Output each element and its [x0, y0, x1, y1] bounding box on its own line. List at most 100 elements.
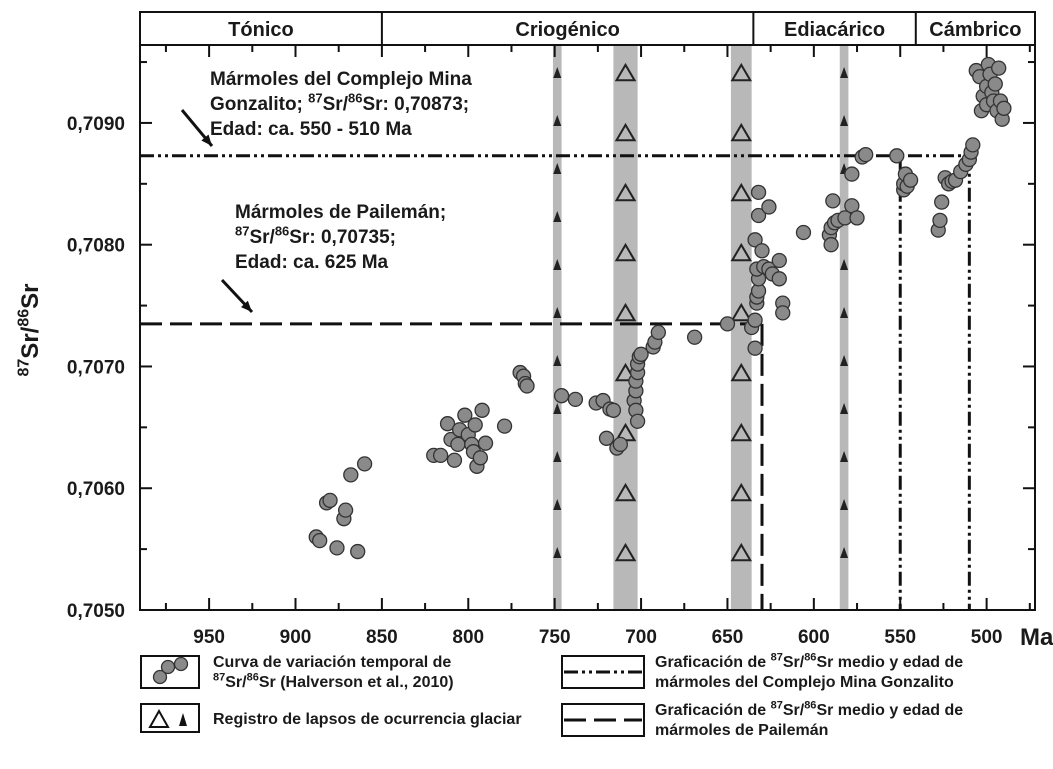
y-tick-label: 0,7050: [67, 601, 125, 622]
data-point: [457, 407, 473, 423]
glacial-marker: [553, 307, 562, 318]
data-point: [686, 329, 703, 345]
glacial-marker: [730, 542, 753, 562]
superscript: 87: [235, 223, 249, 238]
legend-icon: [152, 669, 168, 685]
data-point: [496, 418, 513, 434]
legend-icon: [148, 708, 170, 728]
data-point: [771, 252, 787, 269]
data-point: [996, 100, 1012, 116]
legend-icon-box: [140, 655, 200, 689]
text-part: Sr/: [17, 326, 44, 358]
data-point: [312, 532, 328, 549]
glacial-marker: [553, 403, 562, 414]
glacial-marker: [730, 302, 753, 322]
text-part: Edad: ca. 550 - 510 Ma: [210, 119, 412, 140]
data-point: [329, 540, 345, 556]
data-point: [439, 416, 456, 432]
x-tick-label: 800: [452, 627, 484, 648]
data-point: [932, 212, 948, 228]
data-point: [825, 193, 841, 209]
text-part: Sr: 0,70735;: [289, 227, 396, 248]
text-part: Sr (Halverson et al., 2010): [259, 674, 454, 691]
legend-icon-box: [561, 655, 645, 689]
data-point: [858, 146, 874, 163]
glacial-marker: [840, 547, 849, 558]
data-point: [771, 271, 787, 287]
glacial-marker: [730, 482, 753, 502]
x-tick-label: 850: [366, 627, 398, 648]
glacial-marker: [614, 62, 637, 82]
data-point: [356, 456, 373, 472]
data-point: [750, 207, 767, 224]
text-part: Sr: [17, 284, 44, 309]
text-part: Sr medio y edad de: [816, 654, 963, 671]
data-point: [719, 316, 736, 332]
glacial-marker: [614, 122, 637, 142]
data-point: [795, 224, 812, 241]
glacial-marker: [840, 307, 849, 318]
legend-label: Registro de lapsos de ocurrencia glaciar: [213, 711, 522, 728]
glacial-marker: [614, 182, 637, 202]
glacial-marker: [840, 115, 849, 126]
legend-label: Graficación de 87Sr/86Sr medio y edad de: [655, 652, 963, 671]
text-part: Graficación de: [655, 702, 771, 719]
glacial-marker: [553, 115, 562, 126]
glacial-marker: [553, 211, 562, 222]
data-point: [633, 346, 649, 362]
data-point: [844, 166, 860, 182]
glacial-marker: [730, 122, 753, 142]
glacial-marker: [730, 62, 753, 82]
glacial-marker: [840, 67, 849, 78]
superscript: 86: [15, 309, 32, 327]
text-part: Sr/: [225, 674, 247, 691]
data-point: [889, 148, 905, 164]
data-point: [322, 492, 338, 509]
superscript: 86: [804, 700, 816, 712]
superscript: 87: [213, 672, 225, 684]
glacial-marker: [553, 67, 562, 78]
y-tick-label: 0,7080: [67, 236, 125, 257]
y-tick-label: 0,7070: [67, 357, 125, 378]
data-point: [747, 340, 763, 356]
text-part: Sr/: [323, 94, 349, 115]
superscript: 86: [804, 652, 816, 664]
superscript: 87: [771, 652, 783, 664]
glacial-marker: [840, 259, 849, 270]
text-part: Registro de lapsos de ocurrencia glaciar: [213, 711, 522, 728]
text-part: Sr/: [783, 654, 805, 671]
annotation: 87Sr/86Sr: 0,70735;: [235, 223, 396, 248]
data-point: [747, 232, 763, 248]
text-part: Sr/: [249, 227, 275, 248]
arrow-head: [241, 300, 252, 312]
glacial-band: [552, 45, 562, 610]
period-header: [139, 11, 1036, 46]
data-point: [432, 447, 449, 464]
data-point: [754, 243, 770, 259]
data-point: [519, 378, 535, 394]
data-point: [350, 543, 366, 560]
data-point: [567, 391, 584, 407]
legend-label: Curva de variación temporal de: [213, 654, 451, 671]
glacial-marker: [730, 422, 753, 442]
data-point: [598, 430, 615, 446]
glacial-marker: [553, 355, 562, 366]
glacial-marker: [553, 259, 562, 270]
x-axis-label: Ma: [1020, 624, 1053, 651]
legend-label: Graficación de 87Sr/86Sr medio y edad de: [655, 700, 963, 719]
period-label: Cámbrico: [929, 19, 1021, 41]
superscript: 87: [15, 359, 32, 377]
x-tick-label: 700: [625, 627, 657, 648]
legend-icon: [173, 656, 189, 672]
text-part: Graficación de: [655, 654, 771, 671]
superscript: 86: [275, 223, 289, 238]
x-tick-label: 500: [971, 627, 1003, 648]
glacial-marker: [553, 451, 562, 462]
x-tick-label: 950: [193, 627, 225, 648]
glacial-marker: [614, 482, 637, 502]
text-part: Sr/: [783, 702, 805, 719]
data-point: [991, 60, 1007, 76]
data-point: [750, 184, 767, 200]
glacial-marker: [553, 499, 562, 510]
y-axis-label: 87Sr/86Sr: [15, 284, 44, 377]
